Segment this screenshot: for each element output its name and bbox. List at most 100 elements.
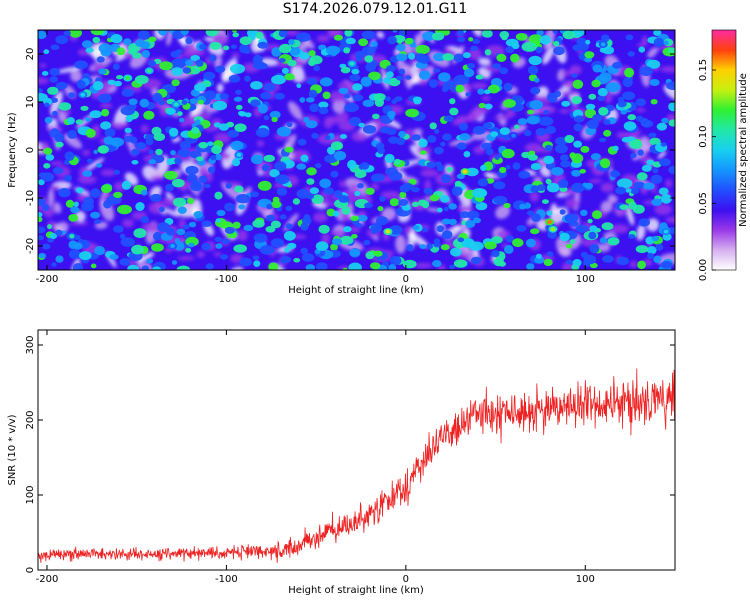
heatmap-cell — [141, 50, 150, 58]
heatmap-cell — [122, 218, 134, 228]
heatmap-cell — [90, 211, 101, 219]
heatmap-cell — [433, 68, 441, 73]
heatmap-cell — [286, 122, 293, 128]
heatmap-cell — [90, 30, 105, 36]
heatmap-cell — [573, 140, 582, 148]
heatmap-cell — [56, 66, 83, 74]
heatmap-cell — [171, 260, 178, 265]
heatmap-cell — [205, 30, 219, 37]
heatmap-cell — [284, 73, 295, 81]
heatmap-cell — [238, 111, 244, 116]
heatmap-cell — [148, 36, 157, 43]
heatmap-cell — [252, 255, 260, 261]
heatmap-cell — [227, 129, 240, 138]
heatmap-cell — [331, 238, 343, 246]
heatmap-cell — [65, 199, 75, 208]
heatmap-cell — [456, 142, 467, 150]
heatmap-cell — [55, 81, 68, 90]
heatmap-cell — [271, 116, 278, 123]
heatmap-cell — [103, 136, 114, 145]
heatmap-cell — [368, 71, 381, 81]
heatmap-cell — [434, 161, 442, 167]
heatmap-cell — [463, 151, 471, 158]
heatmap-cell — [467, 48, 482, 60]
heatmap-cell — [516, 225, 527, 232]
heatmap-cell — [569, 239, 576, 245]
heatmap-cell — [151, 243, 164, 252]
heatmap-cell — [191, 180, 201, 189]
heatmap-cell — [352, 94, 364, 102]
heatmap-cell — [443, 206, 449, 212]
heatmap-cell — [456, 173, 465, 180]
heatmap-cell — [276, 206, 283, 212]
heatmap-cell — [180, 30, 189, 36]
heatmap-cell — [442, 86, 449, 93]
heatmap-cell — [266, 203, 273, 210]
heatmap-cell — [55, 255, 64, 263]
heatmap-cell — [559, 108, 570, 114]
heatmap-cell — [376, 142, 385, 150]
heatmap-cell — [292, 198, 301, 205]
heatmap-cell — [441, 230, 453, 240]
heatmap-cell — [323, 187, 335, 195]
heatmap-cell — [216, 83, 224, 93]
heatmap-cell — [475, 202, 488, 211]
heatmap-cell — [484, 172, 495, 179]
y-tick-label: 200 — [25, 410, 36, 429]
heatmap-cell — [592, 64, 603, 73]
heatmap-cell — [498, 261, 506, 267]
heatmap-cell — [250, 99, 261, 107]
heatmap-cell — [319, 178, 332, 189]
heatmap-cell — [98, 145, 109, 154]
heatmap-cell — [627, 51, 635, 57]
heatmap-cell — [51, 262, 57, 267]
heatmap-cell — [228, 74, 241, 83]
heatmap-cell — [519, 203, 527, 210]
heatmap-cell — [562, 30, 576, 40]
heatmap-cell — [172, 197, 187, 207]
heatmap-cell — [410, 186, 420, 193]
heatmap-cell — [135, 202, 145, 211]
heatmap-cell — [655, 243, 664, 251]
heatmap-cell — [503, 82, 513, 92]
heatmap-cell — [668, 119, 675, 127]
heatmap-cell — [605, 82, 621, 93]
heatmap-cell — [450, 247, 462, 257]
heatmap-cell — [560, 90, 580, 97]
heatmap-cell — [637, 149, 644, 156]
heatmap-cell — [388, 264, 397, 270]
heatmap-cell — [349, 116, 361, 127]
y-tick-label: -20 — [25, 238, 36, 254]
heatmap-cell — [402, 259, 417, 269]
snr-x-axis: -200 -100 0 100 — [36, 330, 595, 585]
heatmap-cell — [50, 97, 58, 103]
heatmap-cell — [379, 195, 386, 202]
heatmap-cell — [141, 265, 149, 270]
heatmap-cell — [399, 184, 411, 193]
heatmap-cell — [579, 169, 586, 174]
heatmap-cell — [305, 120, 318, 129]
heatmap-hotspot-core — [511, 133, 516, 138]
heatmap-cell — [559, 209, 566, 215]
heatmap-cell — [49, 161, 64, 166]
heatmap-cell — [224, 226, 235, 234]
heatmap-cell — [637, 260, 646, 270]
heatmap-cell — [324, 135, 331, 141]
colorbar-label: Normalized spectral amplitude — [738, 73, 749, 227]
heatmap-cell — [119, 258, 131, 266]
heatmap-cell — [183, 224, 190, 230]
heatmap-cell — [463, 68, 475, 78]
heatmap-cell — [412, 201, 419, 207]
heatmap-cell — [232, 221, 241, 229]
heatmap-cell — [374, 97, 385, 107]
heatmap-cell — [100, 102, 113, 109]
heatmap-cell — [39, 63, 47, 68]
heatmap-cell — [646, 159, 655, 165]
heatmap-field — [38, 30, 675, 270]
heatmap-cell — [343, 226, 352, 233]
heatmap-cell — [171, 178, 185, 188]
heatmap-cell — [591, 79, 601, 88]
heatmap-cell — [109, 254, 119, 260]
